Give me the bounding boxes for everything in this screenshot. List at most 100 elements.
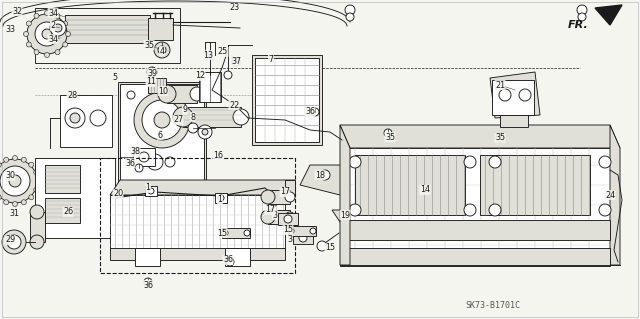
Bar <box>35 158 115 238</box>
Circle shape <box>261 190 275 204</box>
Bar <box>199 72 221 102</box>
Circle shape <box>464 156 476 168</box>
Polygon shape <box>610 125 620 265</box>
Polygon shape <box>285 180 295 195</box>
Text: FR.: FR. <box>568 20 589 30</box>
Bar <box>492 80 534 115</box>
Circle shape <box>2 230 26 254</box>
Text: 28: 28 <box>67 92 77 100</box>
Circle shape <box>288 228 294 234</box>
Text: 12: 12 <box>195 71 205 80</box>
Bar <box>100 158 295 273</box>
Circle shape <box>127 181 135 189</box>
Text: 35: 35 <box>385 132 395 142</box>
Bar <box>183 107 241 127</box>
Circle shape <box>190 87 204 101</box>
Circle shape <box>35 22 59 46</box>
Circle shape <box>13 202 17 206</box>
Circle shape <box>198 125 212 139</box>
Circle shape <box>50 20 66 36</box>
Bar <box>225 248 250 266</box>
Text: 36: 36 <box>125 159 135 167</box>
Polygon shape <box>300 165 360 195</box>
Bar <box>30 212 45 242</box>
Text: 13: 13 <box>203 50 213 60</box>
Bar <box>148 192 162 212</box>
Bar <box>118 82 206 192</box>
Text: 15: 15 <box>283 226 293 234</box>
Circle shape <box>158 85 176 103</box>
Circle shape <box>30 205 44 219</box>
Bar <box>480 155 590 215</box>
Text: 17: 17 <box>265 205 275 214</box>
Text: 3: 3 <box>273 211 278 219</box>
Circle shape <box>244 230 250 236</box>
Bar <box>222 228 250 238</box>
Text: 5: 5 <box>113 73 118 83</box>
Polygon shape <box>110 180 295 195</box>
Text: 3: 3 <box>287 235 292 244</box>
Text: 32: 32 <box>12 6 22 16</box>
Circle shape <box>26 21 31 26</box>
Circle shape <box>29 162 34 167</box>
Text: 24: 24 <box>605 190 615 199</box>
Text: 11: 11 <box>146 78 156 86</box>
Circle shape <box>346 13 354 21</box>
Circle shape <box>496 134 504 142</box>
Circle shape <box>345 5 355 15</box>
Circle shape <box>188 181 196 189</box>
Text: SK73-B1701C: SK73-B1701C <box>465 300 520 309</box>
Circle shape <box>188 91 196 99</box>
Circle shape <box>34 170 39 175</box>
Bar <box>60 95 112 147</box>
Circle shape <box>9 175 21 187</box>
Circle shape <box>158 46 166 54</box>
Circle shape <box>24 32 29 36</box>
Text: 35: 35 <box>144 41 154 49</box>
Circle shape <box>317 241 327 251</box>
Circle shape <box>147 154 163 170</box>
Circle shape <box>577 5 587 15</box>
Bar <box>133 148 155 166</box>
Bar <box>255 58 319 142</box>
Circle shape <box>519 89 531 101</box>
Circle shape <box>134 92 190 148</box>
Text: 35: 35 <box>495 133 505 143</box>
Circle shape <box>349 204 361 216</box>
Circle shape <box>599 204 611 216</box>
Text: 1: 1 <box>145 183 150 192</box>
Polygon shape <box>340 125 350 265</box>
Circle shape <box>489 204 501 216</box>
Polygon shape <box>490 72 540 118</box>
Circle shape <box>599 156 611 168</box>
Circle shape <box>55 50 60 55</box>
Bar <box>268 210 290 224</box>
Text: 27: 27 <box>173 115 183 124</box>
Circle shape <box>34 13 39 18</box>
Circle shape <box>135 164 143 172</box>
Circle shape <box>54 24 62 32</box>
Text: 25: 25 <box>218 48 228 56</box>
Circle shape <box>489 156 501 168</box>
Circle shape <box>578 13 586 21</box>
Circle shape <box>42 29 52 39</box>
Bar <box>167 85 197 103</box>
Polygon shape <box>340 125 620 148</box>
Bar <box>145 186 157 196</box>
Text: 1: 1 <box>218 196 223 204</box>
Circle shape <box>218 195 224 201</box>
Text: 6: 6 <box>157 130 163 139</box>
Text: 34: 34 <box>48 9 58 18</box>
Circle shape <box>63 42 68 47</box>
Circle shape <box>261 210 275 224</box>
Polygon shape <box>595 5 622 25</box>
Circle shape <box>70 113 80 123</box>
Bar <box>110 195 285 250</box>
Circle shape <box>13 155 17 160</box>
Circle shape <box>173 107 193 127</box>
Circle shape <box>63 21 68 26</box>
Bar <box>288 226 316 236</box>
Circle shape <box>188 123 198 133</box>
Text: 15: 15 <box>217 228 227 238</box>
Circle shape <box>224 71 232 79</box>
